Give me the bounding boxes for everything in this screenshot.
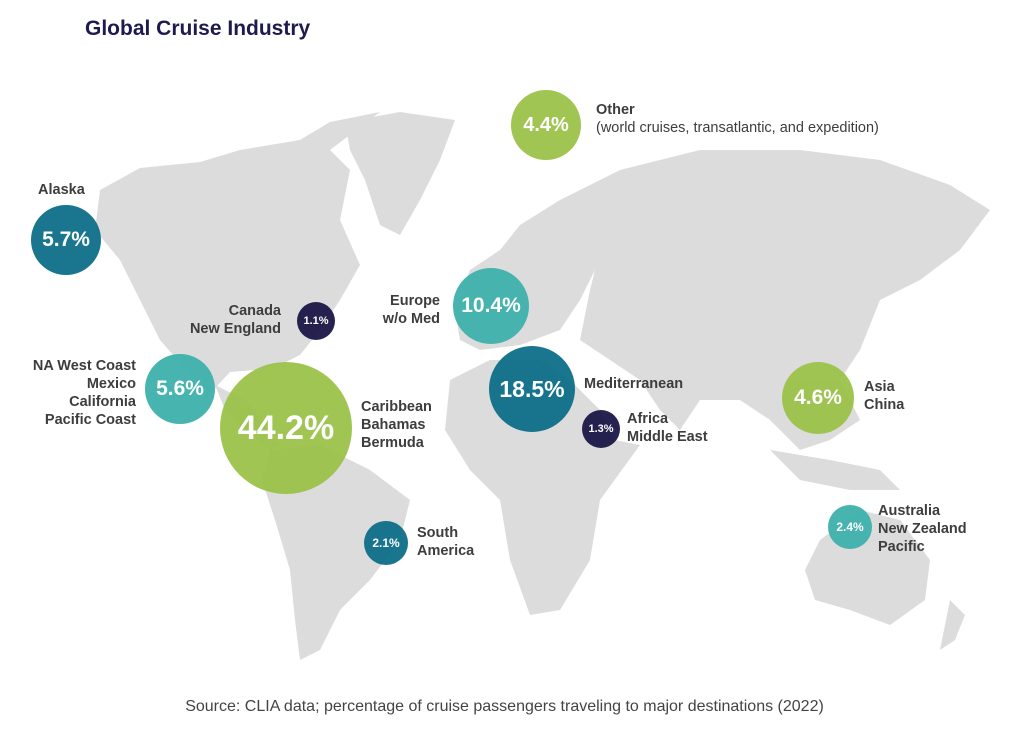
label-line: Mediterranean: [584, 376, 684, 392]
new-zealand: [940, 600, 965, 650]
label-line: Pacific Coast: [44, 412, 136, 428]
asia: [560, 150, 990, 450]
label-line: NA West Coast: [32, 358, 136, 374]
indonesia: [770, 450, 900, 490]
label-line: Bermuda: [361, 435, 424, 451]
label-alaska: Alaska: [38, 181, 85, 199]
label-line: New England: [189, 321, 281, 337]
label-other: Other (world cruises, transatlantic, and…: [596, 101, 879, 137]
label-line: America: [417, 543, 475, 559]
label-australia: Australia New Zealand Pacific: [878, 502, 967, 556]
bubble-caribbean: 44.2%: [220, 362, 352, 494]
bubble-nawest: 5.6%: [145, 354, 215, 424]
label-line: Europe: [390, 293, 440, 309]
bubble-asia: 4.6%: [782, 362, 854, 434]
label-line: Australia: [878, 503, 941, 519]
south-america: [262, 445, 410, 660]
label-line: Alaska: [38, 182, 85, 198]
bubble-other: 4.4%: [511, 90, 581, 160]
label-caribbean: Caribbean Bahamas Bermuda: [361, 398, 432, 452]
label-line: South: [417, 525, 459, 541]
label-line: Caribbean: [361, 399, 432, 415]
label-southam: South America: [417, 524, 474, 560]
label-line: California: [69, 394, 136, 410]
bubble-africa: 1.3%: [582, 410, 620, 448]
label-line: China: [864, 397, 905, 413]
label-med: Mediterranean: [584, 375, 683, 393]
label-line: Africa: [627, 411, 669, 427]
source-note: Source: CLIA data; percentage of cruise …: [185, 698, 824, 715]
bubble-med: 18.5%: [489, 346, 575, 432]
label-line: New Zealand: [878, 521, 967, 537]
label-africa: Africa Middle East: [627, 410, 708, 446]
bubble-australia: 2.4%: [828, 505, 872, 549]
bubble-alaska: 5.7%: [31, 205, 101, 275]
label-line: Bahamas: [361, 417, 426, 433]
bubble-europe: 10.4%: [453, 268, 529, 344]
label-line: Asia: [864, 379, 895, 395]
label-line: Other: [596, 102, 635, 118]
label-nawest: NA West Coast Mexico California Pacific …: [33, 357, 136, 429]
bubble-southam: 2.1%: [364, 521, 408, 565]
label-line: Canada: [228, 303, 281, 319]
bubble-canada: 1.1%: [297, 302, 335, 340]
label-line: w/o Med: [382, 311, 440, 327]
label-sub: (world cruises, transatlantic, and exped…: [596, 120, 879, 136]
label-asia: Asia China: [864, 378, 904, 414]
label-line: Middle East: [627, 429, 708, 445]
label-line: Mexico: [86, 376, 136, 392]
greenland: [345, 112, 455, 235]
label-canada: Canada New England: [190, 302, 281, 338]
label-europe: Europe w/o Med: [383, 292, 440, 328]
label-line: Pacific: [878, 539, 925, 555]
north-america: [95, 112, 380, 400]
page-title: Global Cruise Industry: [85, 17, 311, 40]
